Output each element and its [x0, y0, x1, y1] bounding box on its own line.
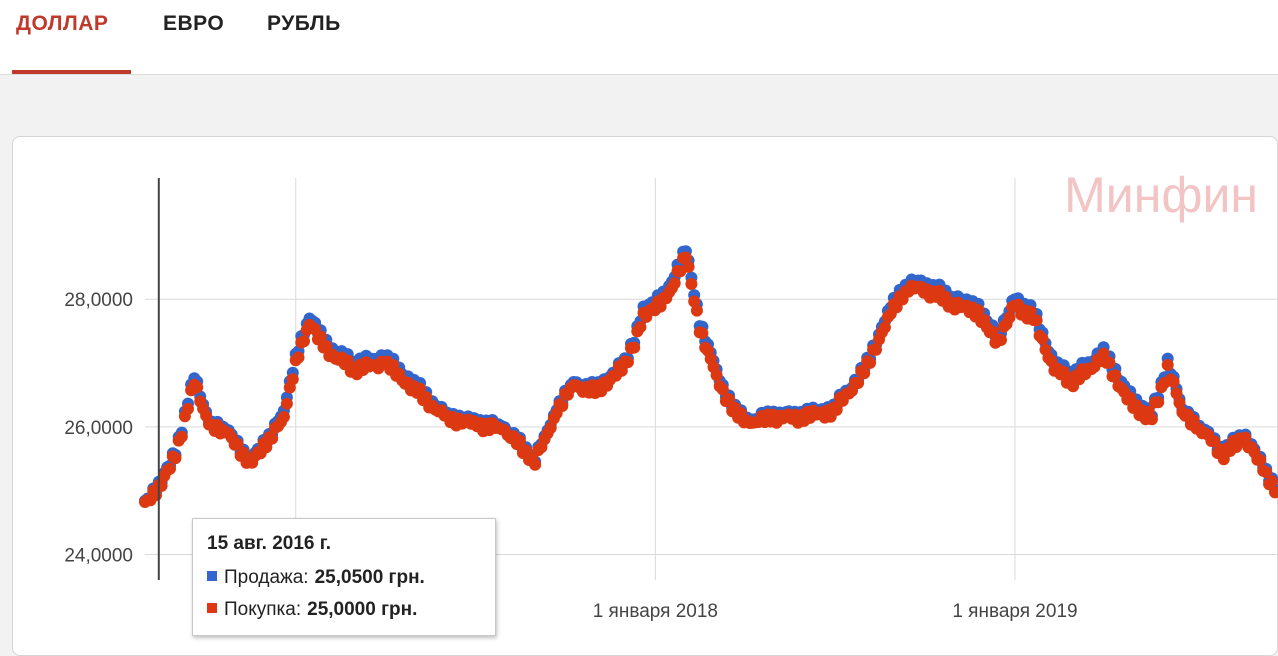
- data-point: [544, 422, 557, 434]
- data-point: [1170, 387, 1183, 400]
- data-point: [995, 334, 1007, 346]
- y-tick-label: 28,0000: [64, 290, 133, 311]
- data-point: [1109, 369, 1122, 382]
- data-point: [634, 321, 647, 334]
- data-point: [1030, 314, 1043, 327]
- data-point: [628, 341, 641, 354]
- data-point: [1269, 486, 1278, 499]
- data-point: [414, 382, 427, 395]
- data-point: [1208, 435, 1221, 448]
- data-point: [420, 391, 433, 404]
- tooltip-sell-row: Продажа: 25,0500 грн.: [207, 567, 425, 589]
- tooltip-date: 15 авг. 2016 г.: [207, 533, 332, 554]
- data-point: [1217, 453, 1230, 466]
- data-point: [231, 438, 244, 450]
- chart-tooltip: 15 авг. 2016 г. Продажа: 25,0500 грн. Пок…: [192, 518, 496, 636]
- data-point: [164, 462, 176, 475]
- data-point: [182, 402, 194, 415]
- data-point: [864, 356, 877, 369]
- currency-tabs: ДОЛЛАР ЕВРО РУБЛЬ: [0, 0, 1278, 75]
- data-point: [1161, 359, 1174, 371]
- watermark-logo: Минфин: [1064, 167, 1258, 223]
- tooltip-buy-row: Покупка: 25,0000 грн.: [207, 599, 417, 621]
- x-tick-labels: 1 января 2018 1 января 2019: [593, 601, 1078, 622]
- sell-swatch-icon: [207, 571, 217, 581]
- data-point: [169, 452, 182, 465]
- data-point: [292, 351, 305, 364]
- data-point: [972, 304, 985, 317]
- data-point: [1254, 454, 1267, 467]
- data-point: [314, 330, 327, 343]
- y-tick-label: 24,0000: [64, 545, 133, 566]
- tab-euro[interactable]: ЕВРО: [163, 12, 225, 35]
- data-point: [716, 383, 729, 396]
- data-point: [1097, 347, 1110, 360]
- data-point: [878, 321, 891, 334]
- data-point: [1173, 396, 1186, 409]
- data-point: [690, 304, 703, 317]
- data-point: [1239, 431, 1252, 444]
- data-point: [277, 411, 290, 423]
- data-point: [298, 335, 310, 348]
- data-point: [513, 434, 526, 447]
- tooltip-sell-value: 25,0500 грн.: [314, 567, 425, 588]
- data-point: [1036, 332, 1049, 345]
- tab-ruble[interactable]: РУБЛЬ: [267, 12, 341, 35]
- data-point: [286, 373, 299, 386]
- data-point: [621, 356, 634, 369]
- tooltip-buy-value: 25,0000 грн.: [307, 599, 418, 620]
- data-point: [723, 393, 736, 406]
- data-point: [1152, 396, 1165, 409]
- data-point: [685, 278, 698, 290]
- data-point: [870, 343, 882, 356]
- data-point: [710, 369, 723, 382]
- data-point: [320, 340, 333, 353]
- tooltip-buy-label: Покупка:: [224, 599, 302, 620]
- data-point: [175, 430, 188, 443]
- x-tick-label: 1 января 2018: [593, 601, 718, 622]
- y-tick-label: 26,0000: [64, 418, 133, 439]
- tab-dollar[interactable]: ДОЛЛАР: [16, 12, 109, 35]
- data-point: [830, 403, 843, 416]
- data-point: [266, 432, 279, 445]
- data-point: [1145, 413, 1158, 426]
- data-point: [688, 295, 701, 308]
- buy-swatch-icon: [207, 603, 217, 613]
- data-point: [615, 364, 628, 377]
- exchange-rate-chart[interactable]: Минфин 24,0000 26,0000 28,0000 1 января 20…: [0, 0, 1278, 642]
- data-point: [1260, 466, 1273, 479]
- data-point: [260, 441, 273, 454]
- data-point: [1003, 311, 1016, 324]
- data-point: [858, 367, 871, 380]
- data-point: [679, 251, 692, 264]
- data-point: [1266, 475, 1278, 488]
- y-tick-labels: 24,0000 26,0000 28,0000: [64, 290, 133, 566]
- series-buy: [139, 251, 1278, 508]
- data-point: [852, 377, 865, 389]
- data-point: [556, 400, 569, 412]
- active-tab-indicator: [12, 70, 131, 74]
- data-point: [1167, 375, 1180, 388]
- data-point: [1103, 356, 1116, 369]
- data-point: [682, 260, 695, 273]
- data-point: [387, 359, 400, 372]
- data-point: [280, 397, 293, 410]
- data-point: [668, 277, 681, 290]
- data-point: [696, 327, 709, 340]
- data-point: [529, 458, 542, 471]
- tooltip-sell-label: Продажа:: [224, 567, 309, 588]
- x-tick-label: 1 января 2019: [952, 601, 1077, 622]
- data-point: [191, 381, 204, 394]
